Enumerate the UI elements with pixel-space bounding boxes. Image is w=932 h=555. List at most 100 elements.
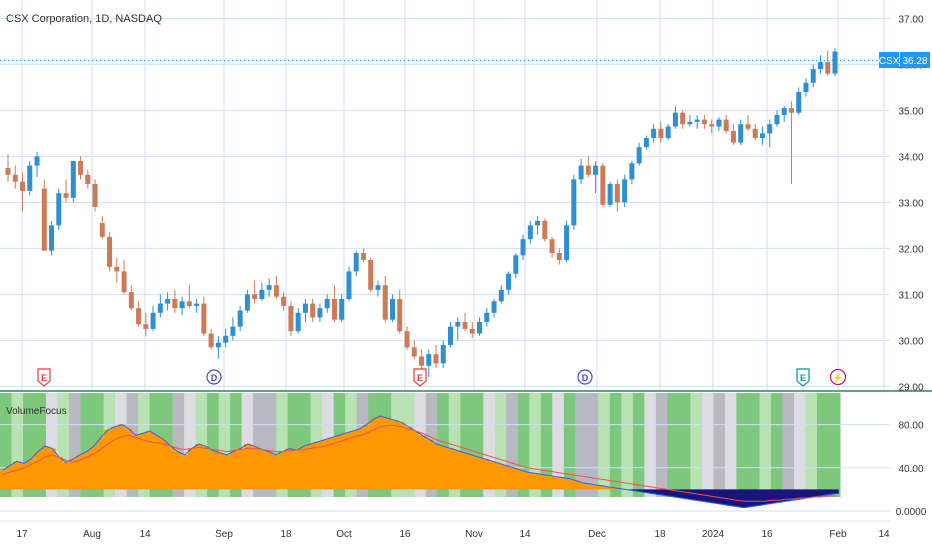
price-axis[interactable]: 29.0030.0031.0032.0033.0034.0035.0036.00… xyxy=(898,14,923,393)
candle-body[interactable] xyxy=(107,236,113,267)
candle-body[interactable] xyxy=(687,121,693,125)
candle-body[interactable] xyxy=(266,285,272,290)
candle-body[interactable] xyxy=(651,128,657,138)
candle-body[interactable] xyxy=(643,138,649,148)
candle-body[interactable] xyxy=(738,124,744,143)
candle-body[interactable] xyxy=(730,131,736,143)
candle-body[interactable] xyxy=(542,220,548,240)
candle-body[interactable] xyxy=(477,322,483,334)
candle-body[interactable] xyxy=(404,331,410,348)
candle-body[interactable] xyxy=(237,310,243,327)
candle-body[interactable] xyxy=(34,156,40,166)
candle-body[interactable] xyxy=(810,69,816,83)
candle-body[interactable] xyxy=(701,119,707,125)
event-markers[interactable]: E D E D E ⚡ xyxy=(37,368,847,387)
candle-body[interactable] xyxy=(215,342,221,348)
candle-body[interactable] xyxy=(788,108,794,113)
candle-body[interactable] xyxy=(317,308,323,318)
candle-body[interactable] xyxy=(49,225,55,251)
candle-body[interactable] xyxy=(230,326,236,336)
candle-body[interactable] xyxy=(796,92,802,113)
candle-body[interactable] xyxy=(41,188,47,251)
candle-body[interactable] xyxy=(165,299,171,304)
candle-body[interactable] xyxy=(622,179,628,203)
candle-body[interactable] xyxy=(172,299,178,309)
candle-body[interactable] xyxy=(614,184,620,203)
candle-body[interactable] xyxy=(752,128,758,138)
earnings-marker[interactable]: E xyxy=(37,368,51,387)
candle-body[interactable] xyxy=(339,299,345,320)
candle-body[interactable] xyxy=(817,62,823,69)
candle-body[interactable] xyxy=(535,220,541,226)
candle-body[interactable] xyxy=(680,112,686,125)
candle-body[interactable] xyxy=(585,165,591,175)
candle-body[interactable] xyxy=(201,303,207,334)
candle-body[interactable] xyxy=(411,347,417,357)
candle-body[interactable] xyxy=(375,285,381,290)
candle-body[interactable] xyxy=(295,312,301,332)
candle-body[interactable] xyxy=(455,322,461,327)
candle-body[interactable] xyxy=(382,285,388,320)
candle-body[interactable] xyxy=(397,299,403,332)
candle-body[interactable] xyxy=(368,259,374,290)
candle-body[interactable] xyxy=(20,181,26,191)
candle-body[interactable] xyxy=(99,223,105,237)
candle-body[interactable] xyxy=(56,193,62,226)
candle-body[interactable] xyxy=(629,163,635,180)
candle-body[interactable] xyxy=(593,165,599,175)
candle-body[interactable] xyxy=(5,167,11,175)
candle-body[interactable] xyxy=(774,115,780,125)
time-axis[interactable]: 17 Aug 14 Sep 18 Oct 16 Nov 14 Dec 18 2024 16 Feb 14 xyxy=(16,529,890,540)
candle-body[interactable] xyxy=(745,124,751,129)
candle-body[interactable] xyxy=(571,179,577,226)
candle-body[interactable] xyxy=(448,326,454,345)
candle-body[interactable] xyxy=(440,345,446,364)
candle-body[interactable] xyxy=(346,271,352,299)
candle-body[interactable] xyxy=(520,239,526,256)
candle-body[interactable] xyxy=(27,165,33,191)
candle-body[interactable] xyxy=(252,294,258,299)
candle-body[interactable] xyxy=(114,266,120,272)
earnings-marker[interactable]: E xyxy=(413,368,427,387)
dividend-marker[interactable]: D xyxy=(577,369,593,385)
candle-body[interactable] xyxy=(121,271,127,293)
candle-body[interactable] xyxy=(803,82,809,92)
split-marker[interactable]: ⚡ xyxy=(829,368,847,386)
candle-body[interactable] xyxy=(12,174,18,182)
candle-body[interactable] xyxy=(709,124,715,127)
candle-body[interactable] xyxy=(179,301,185,309)
candle-body[interactable] xyxy=(223,335,229,343)
candle-body[interactable] xyxy=(70,161,76,198)
candle-body[interactable] xyxy=(549,239,555,253)
candle-body[interactable] xyxy=(208,333,214,348)
candle-body[interactable] xyxy=(578,165,584,180)
candle-body[interactable] xyxy=(600,165,606,205)
candle-body[interactable] xyxy=(310,303,316,318)
candle-body[interactable] xyxy=(85,174,91,184)
candle-body[interactable] xyxy=(157,303,163,313)
candle-body[interactable] xyxy=(186,301,192,306)
candle-body[interactable] xyxy=(244,294,250,311)
candle-body[interactable] xyxy=(781,108,787,115)
candle-body[interactable] xyxy=(92,184,98,207)
candle-body[interactable] xyxy=(353,253,359,272)
candle-body[interactable] xyxy=(281,296,287,306)
candle-body[interactable] xyxy=(484,312,490,322)
candle-body[interactable] xyxy=(825,62,831,74)
candle-body[interactable] xyxy=(636,147,642,164)
dividend-marker[interactable]: D xyxy=(206,369,222,385)
candle-body[interactable] xyxy=(419,356,424,366)
candle-body[interactable] xyxy=(832,51,838,74)
candle-body[interactable] xyxy=(491,301,497,313)
candle-body[interactable] xyxy=(324,299,330,309)
candle-body[interactable] xyxy=(273,285,279,297)
candle-body[interactable] xyxy=(498,289,504,302)
candle-body[interactable] xyxy=(665,126,671,139)
candle-body[interactable] xyxy=(331,299,337,320)
candle-body[interactable] xyxy=(759,133,765,138)
candle-body[interactable] xyxy=(426,354,432,366)
candle-body[interactable] xyxy=(556,253,562,260)
candle-body[interactable] xyxy=(767,124,773,134)
candle-body[interactable] xyxy=(259,289,265,299)
candle-body[interactable] xyxy=(716,119,722,127)
